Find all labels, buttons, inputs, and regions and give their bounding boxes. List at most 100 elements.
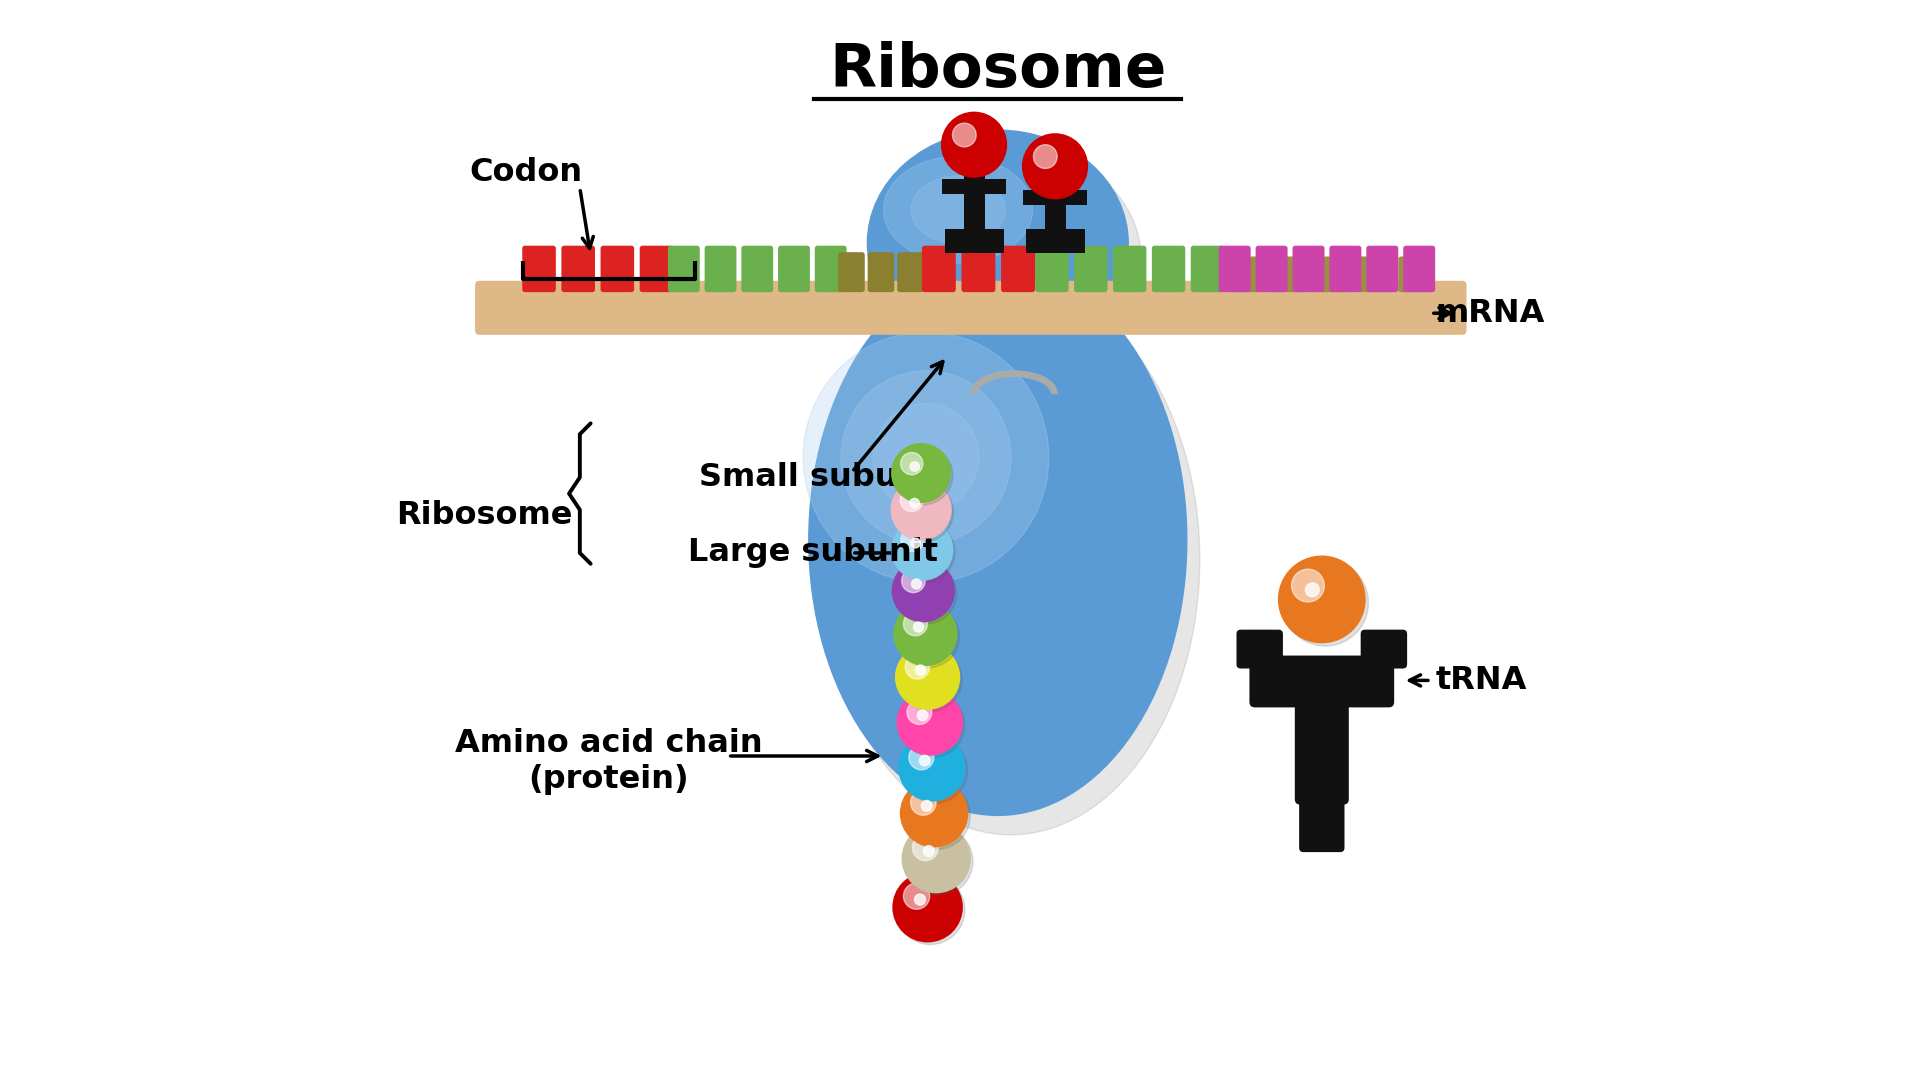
FancyBboxPatch shape [922, 245, 956, 292]
FancyBboxPatch shape [1271, 256, 1308, 292]
FancyBboxPatch shape [1367, 245, 1398, 292]
Circle shape [1283, 559, 1369, 646]
Circle shape [902, 738, 968, 804]
Circle shape [904, 612, 927, 636]
FancyBboxPatch shape [1313, 256, 1350, 292]
FancyBboxPatch shape [1219, 245, 1250, 292]
Circle shape [912, 579, 922, 589]
Circle shape [914, 894, 925, 905]
Circle shape [891, 480, 950, 540]
Circle shape [920, 755, 929, 766]
Circle shape [924, 846, 935, 856]
Circle shape [891, 444, 950, 502]
Text: Large subunit: Large subunit [687, 538, 937, 568]
Text: Ribosome: Ribosome [829, 41, 1167, 99]
Circle shape [893, 873, 962, 942]
Ellipse shape [868, 130, 1129, 356]
FancyBboxPatch shape [705, 245, 737, 292]
FancyBboxPatch shape [1023, 190, 1087, 205]
FancyBboxPatch shape [1361, 630, 1407, 669]
Circle shape [904, 654, 929, 679]
Text: Amino acid chain
(protein): Amino acid chain (protein) [455, 728, 762, 795]
FancyBboxPatch shape [1356, 256, 1392, 292]
Text: Small subunit: Small subunit [699, 462, 947, 492]
FancyBboxPatch shape [1294, 659, 1348, 805]
FancyBboxPatch shape [1114, 245, 1146, 292]
Circle shape [895, 522, 954, 582]
Circle shape [902, 782, 970, 850]
Ellipse shape [883, 157, 1033, 264]
Circle shape [900, 528, 924, 552]
FancyBboxPatch shape [561, 245, 595, 292]
FancyBboxPatch shape [945, 229, 1004, 253]
Ellipse shape [841, 370, 1012, 544]
Circle shape [893, 559, 954, 622]
Circle shape [906, 700, 931, 725]
Circle shape [1033, 145, 1058, 168]
Circle shape [912, 835, 939, 861]
FancyBboxPatch shape [1256, 245, 1288, 292]
Circle shape [914, 622, 924, 632]
Ellipse shape [874, 404, 979, 511]
Text: tRNA: tRNA [1434, 665, 1526, 696]
Circle shape [941, 112, 1006, 177]
Circle shape [916, 665, 925, 675]
Ellipse shape [910, 176, 1006, 244]
Circle shape [908, 745, 933, 770]
Circle shape [1306, 583, 1319, 597]
FancyBboxPatch shape [1236, 630, 1283, 669]
Circle shape [1023, 134, 1087, 199]
Circle shape [910, 538, 920, 548]
FancyBboxPatch shape [1073, 245, 1108, 292]
FancyBboxPatch shape [1300, 784, 1344, 852]
FancyBboxPatch shape [868, 252, 895, 292]
Ellipse shape [803, 332, 1048, 583]
FancyBboxPatch shape [1231, 256, 1265, 292]
FancyBboxPatch shape [668, 245, 699, 292]
FancyBboxPatch shape [839, 252, 864, 292]
Circle shape [899, 734, 966, 801]
Circle shape [899, 648, 962, 712]
FancyBboxPatch shape [943, 178, 1006, 193]
FancyBboxPatch shape [1035, 245, 1069, 292]
Circle shape [952, 123, 975, 147]
Circle shape [900, 489, 924, 512]
FancyBboxPatch shape [601, 245, 634, 292]
Circle shape [900, 780, 968, 847]
FancyBboxPatch shape [741, 245, 774, 292]
Circle shape [893, 483, 954, 542]
Text: Ribosome: Ribosome [397, 500, 572, 530]
FancyBboxPatch shape [1398, 256, 1434, 292]
FancyBboxPatch shape [1250, 656, 1394, 707]
Circle shape [902, 569, 925, 593]
FancyBboxPatch shape [778, 245, 810, 292]
FancyBboxPatch shape [964, 159, 985, 229]
FancyBboxPatch shape [1404, 245, 1434, 292]
Circle shape [910, 498, 920, 508]
Ellipse shape [881, 146, 1140, 372]
FancyBboxPatch shape [1329, 245, 1361, 292]
FancyBboxPatch shape [1000, 245, 1035, 292]
Circle shape [918, 711, 927, 720]
Circle shape [910, 462, 920, 471]
FancyBboxPatch shape [522, 245, 555, 292]
Circle shape [895, 563, 956, 624]
FancyBboxPatch shape [1292, 245, 1325, 292]
FancyBboxPatch shape [814, 245, 847, 292]
Circle shape [1292, 569, 1325, 602]
Circle shape [902, 824, 970, 893]
Circle shape [904, 883, 929, 909]
Circle shape [910, 789, 937, 815]
FancyBboxPatch shape [1025, 229, 1085, 253]
Circle shape [904, 827, 973, 895]
Circle shape [1279, 556, 1365, 643]
FancyBboxPatch shape [1190, 245, 1225, 292]
Circle shape [922, 800, 931, 811]
Circle shape [895, 603, 956, 665]
FancyBboxPatch shape [1152, 245, 1185, 292]
FancyBboxPatch shape [1044, 180, 1066, 229]
Text: Codon: Codon [468, 158, 582, 188]
Circle shape [895, 446, 952, 504]
Circle shape [897, 690, 962, 755]
FancyBboxPatch shape [897, 252, 924, 292]
